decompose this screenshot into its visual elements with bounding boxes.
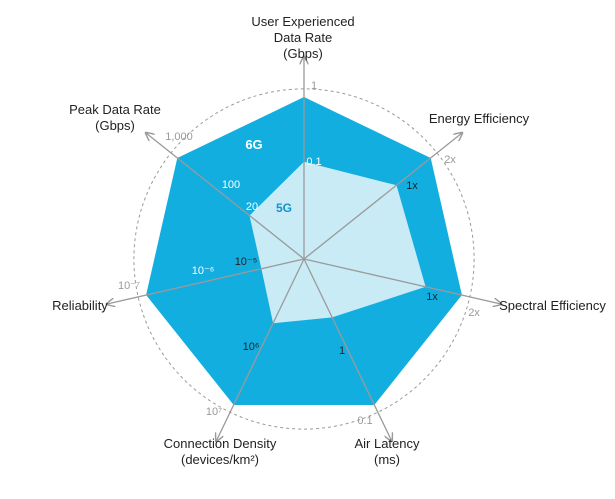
tick-5g-energy-efficiency: 1x [406,180,418,192]
tick-6g-connection-density: 10⁷ [206,406,222,418]
tick-6g-peak-data-rate: 1,000 [165,131,193,143]
tick-6g-user-experienced-data-rate: 1 [311,80,317,92]
tick-5g-connection-density: 10⁶ [243,341,260,353]
grid-ring-3 [133,88,475,430]
tick-5g-air-latency: 1 [339,345,345,357]
series-label-5g: 5G [276,201,292,215]
tick-6g-energy-efficiency: 2x [444,154,456,166]
axis-line-peak-data-rate [146,133,305,260]
tick-6g-air-latency: 0.1 [357,415,372,427]
series-5g-area [249,161,426,324]
axis-line-spectral-efficiency [303,258,501,304]
axis-line-air-latency [303,258,392,441]
tick-5g-reliability-2: 10⁻⁶ [192,265,215,277]
tick-5g-reliability: 10⁻⁵ [235,256,258,268]
tick-5g-spectral-efficiency: 1x [426,291,438,303]
tick-5g-peak-data-rate: 20 [246,201,258,213]
tick-5g-user-experienced-data-rate: 0.1 [306,156,321,168]
axis-line-energy-efficiency [303,133,462,260]
tick-6g-reliability: 10⁻⁷ [118,280,140,292]
series-label-6g: 6G [245,137,262,152]
axis-line-reliability [107,258,305,304]
tick-6g-spectral-efficiency: 2x [468,307,480,319]
axis-line-connection-density [216,258,305,441]
tick-5g-peak-data-rate-2: 100 [222,179,240,191]
